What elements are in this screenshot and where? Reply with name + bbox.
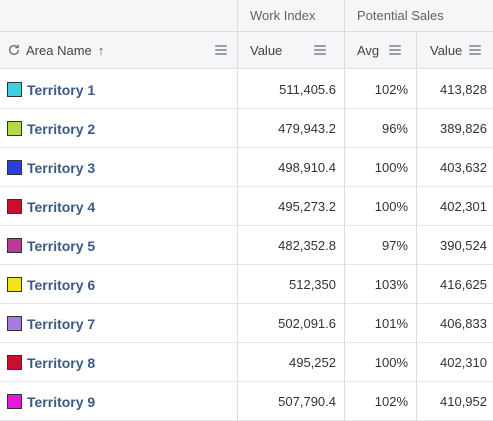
avg-cell: 102% — [344, 70, 416, 109]
avg-cell: 102% — [344, 382, 416, 421]
territory-name-link[interactable]: Territory 5 — [27, 237, 96, 254]
territory-name-link[interactable]: Territory 4 — [27, 198, 96, 215]
avg-cell: 100% — [344, 343, 416, 382]
sales-value-cell: 406,833 — [416, 304, 493, 343]
column-header-sales-value[interactable]: Value — [416, 32, 493, 68]
table-row[interactable]: Territory 4 495,273.2 100% 402,301 — [0, 187, 493, 226]
column-header-sales-value-label: Value — [430, 42, 463, 58]
sales-value-cell: 402,310 — [416, 343, 493, 382]
territory-color-swatch — [7, 199, 22, 214]
territory-name-link[interactable]: Territory 8 — [27, 354, 96, 371]
area-cell: Territory 4 — [0, 187, 237, 226]
territory-color-swatch — [7, 121, 22, 136]
refresh-icon[interactable] — [7, 43, 21, 57]
menu-icon[interactable] — [469, 45, 481, 55]
area-cell: Territory 8 — [0, 343, 237, 382]
avg-cell: 96% — [344, 109, 416, 148]
territory-color-swatch — [7, 277, 22, 292]
menu-icon[interactable] — [215, 45, 227, 55]
group-header-row: Work Index Potential Sales — [0, 0, 493, 32]
avg-cell: 103% — [344, 265, 416, 304]
group-header-potential-sales: Potential Sales — [344, 0, 493, 31]
avg-cell: 101% — [344, 304, 416, 343]
work-value-cell: 495,252 — [237, 343, 344, 382]
area-cell: Territory 1 — [0, 70, 237, 109]
table-row[interactable]: Territory 3 498,910.4 100% 403,632 — [0, 148, 493, 187]
table-row[interactable]: Territory 8 495,252 100% 402,310 — [0, 343, 493, 382]
sales-value-cell: 413,828 — [416, 70, 493, 109]
column-header-avg[interactable]: Avg — [344, 32, 416, 68]
sales-value-cell: 410,952 — [416, 382, 493, 421]
avg-cell: 100% — [344, 148, 416, 187]
area-cell: Territory 5 — [0, 226, 237, 265]
column-header-avg-label: Avg — [357, 42, 380, 58]
work-value-cell: 498,910.4 — [237, 148, 344, 187]
area-cell: Territory 7 — [0, 304, 237, 343]
table-row[interactable]: Territory 7 502,091.6 101% 406,833 — [0, 304, 493, 343]
column-header-work-value-label: Value — [250, 42, 283, 58]
group-header-potential-sales-label: Potential Sales — [357, 8, 444, 23]
work-value-cell: 482,352.8 — [237, 226, 344, 265]
work-value-cell: 495,273.2 — [237, 187, 344, 226]
area-cell: Territory 3 — [0, 148, 237, 187]
table-row[interactable]: Territory 5 482,352.8 97% 390,524 — [0, 226, 493, 265]
menu-icon[interactable] — [389, 45, 401, 55]
territory-color-swatch — [7, 394, 22, 409]
territory-name-link[interactable]: Territory 9 — [27, 393, 96, 410]
sales-value-cell: 416,625 — [416, 265, 493, 304]
work-value-cell: 507,790.4 — [237, 382, 344, 421]
work-value-cell: 479,943.2 — [237, 109, 344, 148]
sales-value-cell: 402,301 — [416, 187, 493, 226]
territory-color-swatch — [7, 160, 22, 175]
territory-color-swatch — [7, 238, 22, 253]
territory-name-link[interactable]: Territory 2 — [27, 120, 96, 137]
sales-value-cell: 403,632 — [416, 148, 493, 187]
table-row[interactable]: Territory 6 512,350 103% 416,625 — [0, 265, 493, 304]
territory-name-link[interactable]: Territory 7 — [27, 315, 96, 332]
work-value-cell: 512,350 — [237, 265, 344, 304]
territory-color-swatch — [7, 82, 22, 97]
sales-value-cell: 390,524 — [416, 226, 493, 265]
group-header-work-index-label: Work Index — [250, 8, 316, 23]
avg-cell: 97% — [344, 226, 416, 265]
column-header-area-name[interactable]: Area Name ↑ — [0, 32, 237, 68]
territory-name-link[interactable]: Territory 3 — [27, 159, 96, 176]
arrow-up-icon: ↑ — [97, 42, 105, 58]
territory-color-swatch — [7, 316, 22, 331]
table-row[interactable]: Territory 1 511,405.6 102% 413,828 — [0, 70, 493, 109]
column-header-row: Area Name ↑ Value Avg Value — [0, 32, 493, 69]
work-value-cell: 502,091.6 — [237, 304, 344, 343]
table-row[interactable]: Territory 9 507,790.4 102% 410,952 — [0, 382, 493, 421]
area-cell: Territory 9 — [0, 382, 237, 421]
grid-body: Territory 1 511,405.6 102% 413,828 Terri… — [0, 70, 493, 421]
group-header-empty — [0, 0, 237, 31]
column-header-work-value[interactable]: Value — [237, 32, 344, 68]
menu-icon[interactable] — [314, 45, 326, 55]
territory-color-swatch — [7, 355, 22, 370]
sales-value-cell: 389,826 — [416, 109, 493, 148]
territory-name-link[interactable]: Territory 6 — [27, 276, 96, 293]
territory-name-link[interactable]: Territory 1 — [27, 81, 96, 98]
area-cell: Territory 6 — [0, 265, 237, 304]
table-row[interactable]: Territory 2 479,943.2 96% 389,826 — [0, 109, 493, 148]
work-value-cell: 511,405.6 — [237, 70, 344, 109]
avg-cell: 100% — [344, 187, 416, 226]
group-header-work-index: Work Index — [237, 0, 344, 31]
column-header-area-name-label: Area Name — [26, 42, 92, 58]
area-cell: Territory 2 — [0, 109, 237, 148]
